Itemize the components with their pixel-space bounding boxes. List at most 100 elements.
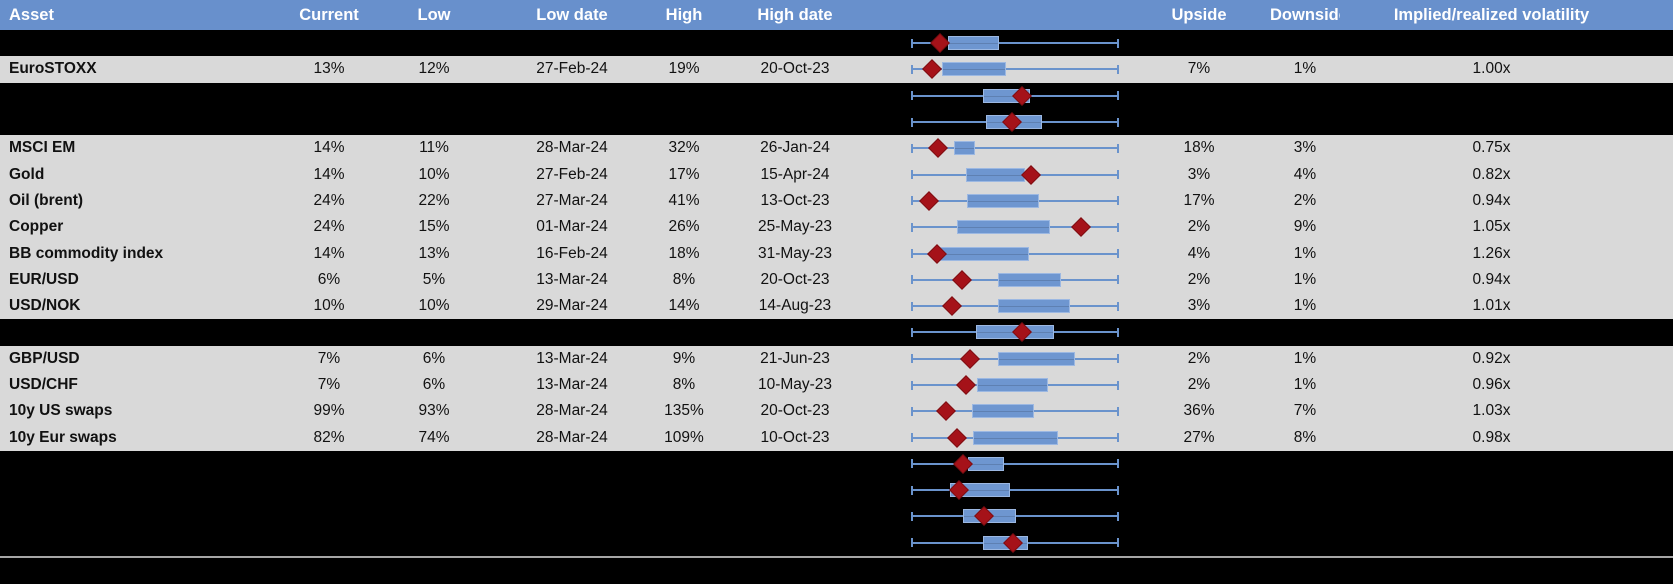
downside-value: 1%	[1293, 60, 1317, 78]
boxplot-min-tick	[911, 354, 913, 364]
boxplot-max-tick	[1117, 38, 1119, 48]
boxplot-min-tick	[911, 91, 913, 101]
downside-value: 8%	[1293, 428, 1317, 446]
table-row	[0, 82, 1673, 109]
low-value: 5%	[422, 270, 446, 288]
current-marker-diamond	[1070, 217, 1091, 238]
low-date: 13-Mar-24	[536, 349, 608, 367]
boxplot-whisker	[912, 462, 1118, 465]
current-value: 82%	[313, 428, 345, 446]
header-current: Current	[299, 5, 359, 24]
range-boxplot	[872, 451, 1128, 477]
upside-value: 2%	[1187, 270, 1211, 288]
low-value: 13%	[418, 244, 450, 262]
high-date: 10-May-23	[757, 376, 833, 393]
range-boxplot	[872, 346, 1128, 372]
high-value: 18%	[668, 244, 700, 262]
high-value: 8%	[672, 270, 696, 288]
high-date: 15-Apr-24	[760, 165, 830, 183]
low-value: 6%	[422, 376, 446, 393]
current-value: 14%	[313, 165, 345, 183]
table-row	[0, 30, 1673, 57]
current-marker-diamond	[956, 375, 976, 395]
upside-value: 2%	[1187, 376, 1211, 393]
boxplot-min-tick	[911, 143, 913, 153]
current-marker-diamond	[952, 269, 972, 290]
boxplot-max-tick	[1117, 380, 1119, 390]
ivrv-value: 1.26x	[1472, 244, 1511, 262]
table-row: Gold 14% 10% 27-Feb-24 17% 15-Apr-24 3% …	[0, 161, 1673, 188]
boxplot-min-tick	[911, 433, 913, 443]
range-boxplot	[872, 398, 1128, 424]
boxplot-min-tick	[911, 196, 913, 206]
asset-name: Gold	[9, 165, 45, 183]
table-row: USD/CHF 7% 6% 13-Mar-24 8% 10-May-23 2% …	[0, 371, 1673, 399]
high-value: 135%	[664, 402, 704, 420]
boxplot-box	[966, 193, 1039, 208]
table-body: EuroSTOXX 13% 12% 27-Feb-24 19% 20-Oct-2…	[0, 30, 1673, 556]
boxplot-min-tick	[911, 380, 913, 390]
range-boxplot	[872, 372, 1128, 398]
high-date: 20-Oct-23	[760, 60, 830, 78]
low-date: 01-Mar-24	[536, 218, 608, 236]
low-value: 6%	[422, 349, 446, 367]
boxplot-box	[976, 378, 1048, 392]
high-value: 9%	[672, 349, 696, 367]
asset-name: GBP/USD	[9, 349, 80, 367]
downside-value: 1%	[1293, 244, 1317, 262]
current-value: 10%	[313, 297, 345, 315]
low-date: 27-Feb-24	[536, 165, 608, 183]
table-row: GBP/USD 7% 6% 13-Mar-24 9% 21-Jun-23 2% …	[0, 345, 1673, 372]
table-row: USD/NOK 10% 10% 29-Mar-24 14% 14-Aug-23 …	[0, 292, 1673, 320]
boxplot-max-tick	[1117, 485, 1119, 495]
high-value: 14%	[668, 297, 700, 315]
range-boxplot	[872, 240, 1128, 266]
low-value: 22%	[418, 191, 450, 209]
boxplot-max-tick	[1117, 91, 1119, 101]
boxplot-box	[997, 351, 1076, 366]
current-marker-diamond	[927, 138, 948, 159]
high-value: 41%	[668, 191, 700, 209]
range-boxplot	[872, 319, 1128, 345]
boxplot-max-tick	[1117, 275, 1119, 285]
header-low: Low	[417, 5, 451, 24]
table-row: 10y Eur swaps 82% 74% 28-Mar-24 109% 10-…	[0, 424, 1673, 451]
low-value: 10%	[418, 297, 450, 315]
low-date: 27-Mar-24	[536, 191, 608, 209]
boxplot-min-tick	[911, 538, 913, 548]
boxplot-box	[938, 246, 1029, 261]
boxplot-box	[998, 272, 1061, 287]
low-value: 11%	[419, 139, 449, 157]
boxplot-min-tick	[911, 511, 913, 521]
current-value: 7%	[317, 349, 341, 367]
high-date: 20-Oct-23	[760, 402, 830, 420]
boxplot-whisker	[912, 147, 1118, 150]
boxplot-max-tick	[1117, 143, 1119, 153]
ivrv-value: 0.94x	[1472, 191, 1511, 209]
boxplot-min-tick	[911, 38, 913, 48]
range-boxplot	[872, 267, 1128, 293]
current-value: 24%	[313, 191, 345, 209]
asset-name: MSCI EM	[9, 139, 76, 157]
boxplot-min-tick	[911, 117, 913, 127]
table-row	[0, 529, 1673, 556]
header-asset: Asset	[9, 5, 54, 24]
current-marker-diamond	[947, 427, 968, 448]
table-row: EuroSTOXX 13% 12% 27-Feb-24 19% 20-Oct-2…	[0, 56, 1673, 83]
high-value: 17%	[668, 165, 700, 183]
boxplot-min-tick	[911, 406, 913, 416]
boxplot-whisker	[912, 68, 1118, 71]
header-range-chart-spacer	[872, 0, 1128, 30]
table-row	[0, 108, 1673, 136]
boxplot-whisker	[912, 42, 1118, 45]
boxplot-box	[968, 456, 1004, 471]
upside-value: 18%	[1183, 139, 1215, 157]
current-value: 24%	[313, 218, 345, 236]
high-date: 10-Oct-23	[760, 428, 830, 446]
low-value: 10%	[418, 165, 450, 183]
low-date: 29-Mar-24	[536, 297, 608, 315]
range-boxplot	[872, 109, 1128, 135]
boxplot-max-tick	[1117, 538, 1119, 548]
table-row: MSCI EM 14% 11% 28-Mar-24 32% 26-Jan-24 …	[0, 135, 1673, 162]
range-boxplot	[872, 30, 1128, 56]
